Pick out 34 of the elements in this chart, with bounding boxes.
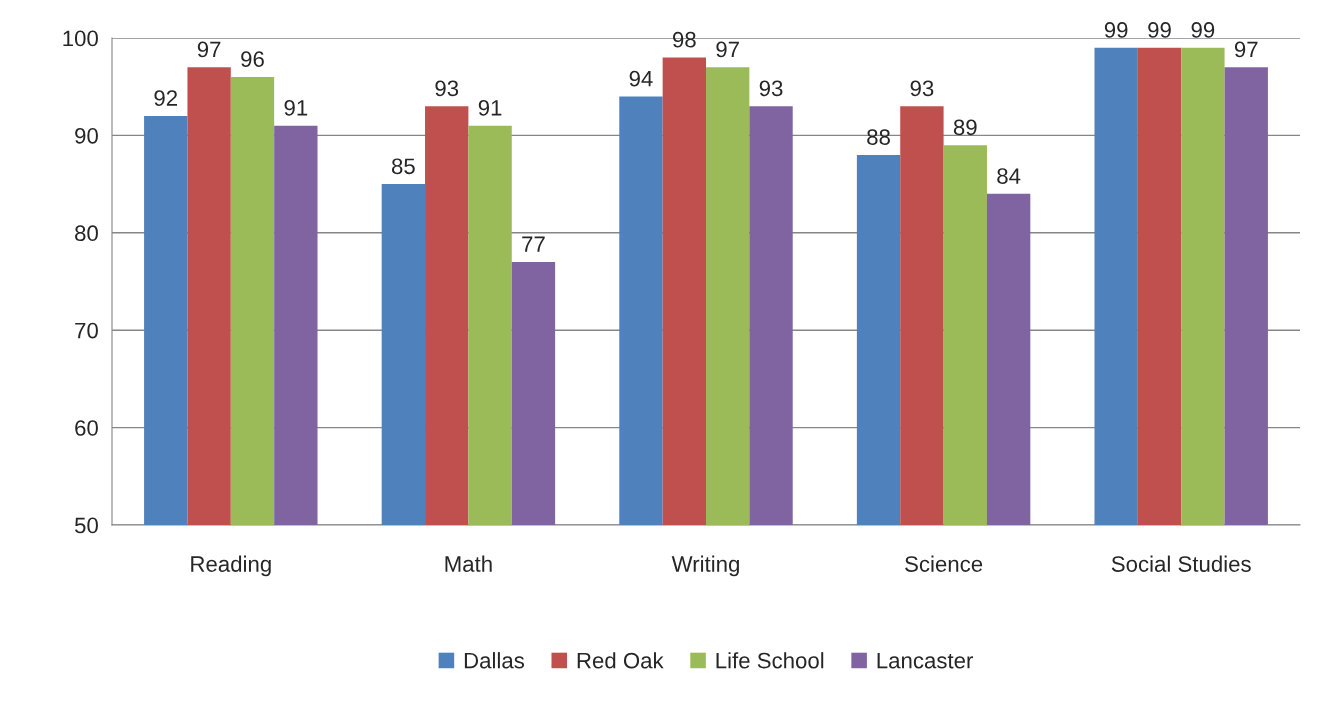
- y-tick-label: 80: [75, 225, 98, 242]
- data-label: 94: [629, 70, 653, 87]
- data-label: 98: [673, 31, 696, 48]
- data-label: 84: [997, 168, 1021, 184]
- x-tick-label: Science: [905, 555, 983, 572]
- legend-label: Red Oak: [577, 652, 664, 669]
- data-label: 97: [716, 41, 739, 58]
- data-label: 93: [910, 80, 934, 97]
- legend-label: Life School: [716, 652, 824, 669]
- data-label: 77: [522, 236, 545, 252]
- data-label: 93: [435, 80, 459, 97]
- data-label: 97: [1234, 41, 1258, 58]
- legend-label: Lancaster: [877, 652, 974, 669]
- data-label: 92: [154, 90, 177, 106]
- y-tick-label: 100: [63, 30, 98, 47]
- x-tick-label: Reading: [191, 555, 271, 577]
- x-tick-label: Social Studies: [1111, 555, 1251, 572]
- x-tick-label: Writing: [671, 555, 739, 577]
- data-label: 91: [478, 99, 502, 116]
- y-tick-label: 90: [75, 127, 98, 144]
- data-label: 93: [759, 80, 783, 97]
- x-tick-label: Math: [445, 555, 492, 572]
- legend-label: Dallas: [464, 652, 525, 669]
- data-label: 89: [953, 119, 977, 136]
- data-label: 96: [241, 51, 264, 68]
- data-label: 85: [391, 158, 415, 175]
- y-tick-label: 50: [74, 517, 98, 534]
- data-label: 99: [1148, 22, 1171, 38]
- y-tick-label: 60: [75, 420, 98, 436]
- data-label: 99: [1104, 22, 1128, 38]
- data-label: 97: [197, 41, 221, 58]
- data-label: 91: [284, 99, 308, 116]
- y-tick-label: 70: [75, 322, 98, 339]
- data-label: 99: [1191, 22, 1215, 38]
